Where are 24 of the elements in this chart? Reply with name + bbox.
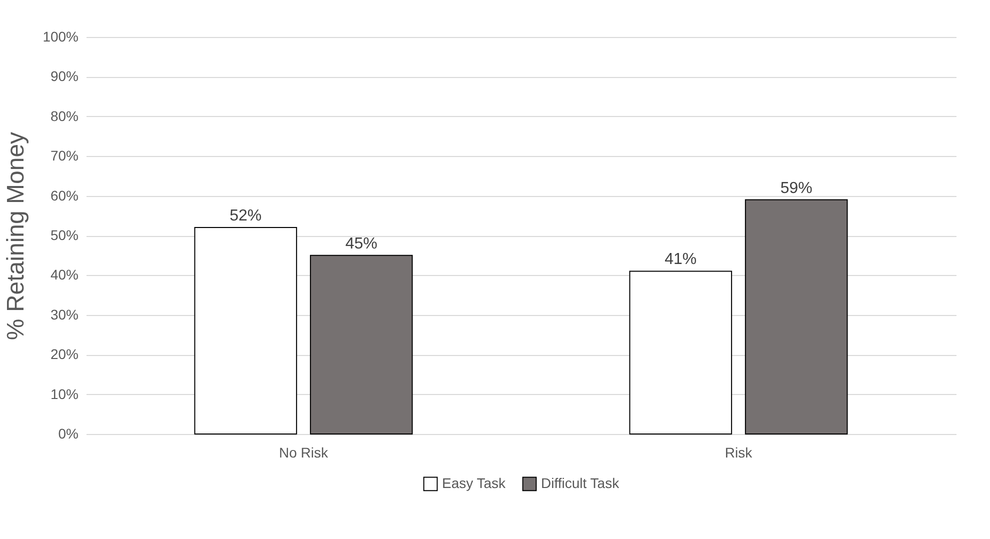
y-tick-label: 0% <box>58 426 78 442</box>
y-tick-label: 40% <box>50 266 78 283</box>
y-tick-label: 100% <box>42 28 78 44</box>
legend-label: Difficult Task <box>541 474 620 491</box>
y-tick-label: 70% <box>50 148 78 164</box>
y-tick-label: 50% <box>50 227 78 243</box>
bar <box>194 227 298 434</box>
data-label: 52% <box>230 208 262 225</box>
y-tick-label: 10% <box>50 386 78 402</box>
bar <box>310 254 413 434</box>
data-label: 41% <box>664 251 697 268</box>
y-tick-label: 60% <box>50 187 78 204</box>
x-tick-label: No Risk <box>278 444 329 460</box>
bar <box>744 199 848 434</box>
data-label: 45% <box>345 235 378 252</box>
y-tick-label: 80% <box>50 108 78 124</box>
legend-label: Easy Task <box>442 474 507 491</box>
bar <box>629 270 732 434</box>
data-label: 59% <box>780 180 812 197</box>
y-tick-label: 90% <box>50 68 78 84</box>
y-axis-title: % Retaining Money <box>2 132 30 340</box>
y-tick-label: 30% <box>50 306 78 322</box>
x-tick-label: Risk <box>724 444 754 460</box>
y-tick-label: 20% <box>50 346 78 362</box>
